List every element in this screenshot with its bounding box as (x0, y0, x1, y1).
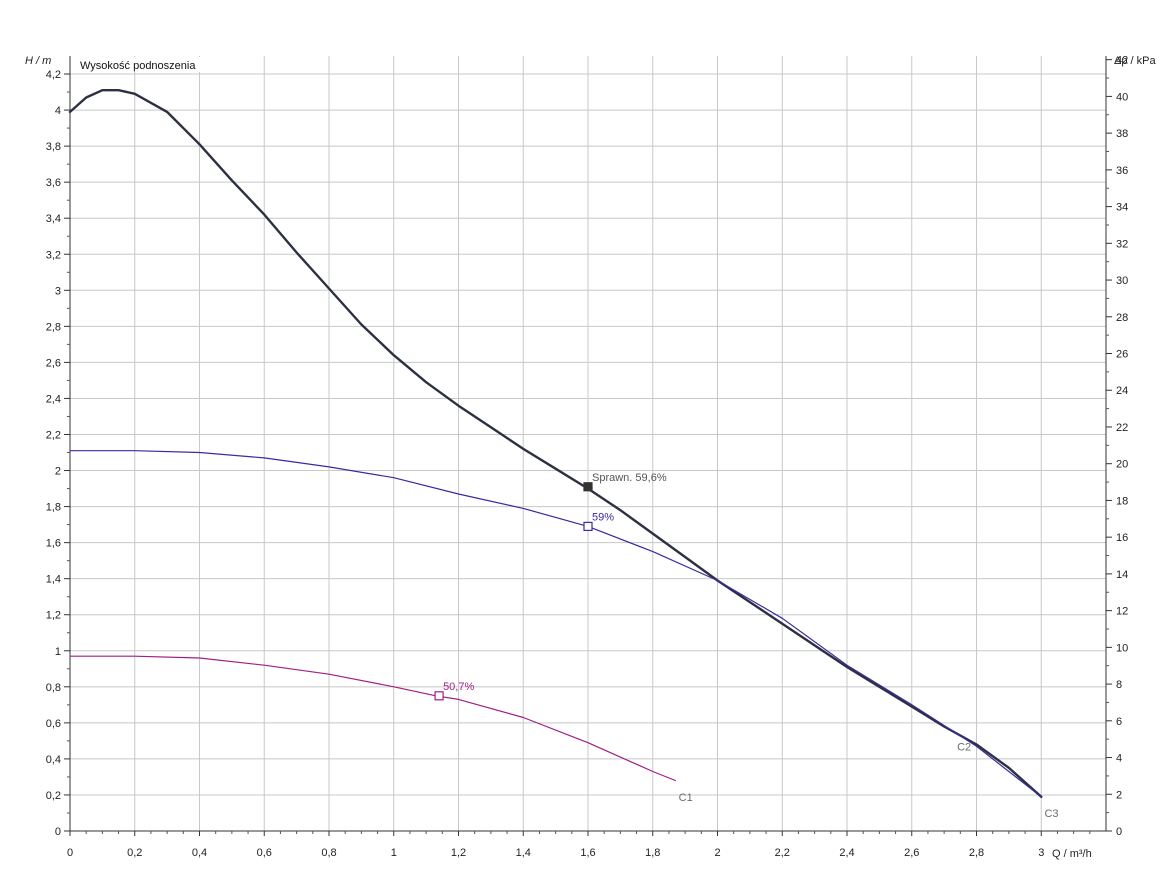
y-tick-label: 2,4 (46, 393, 61, 405)
x-tick-label: 1 (391, 847, 397, 859)
curve-label: C3 (1044, 808, 1058, 820)
curve-labels: C1 C2 C3 (679, 741, 1059, 820)
x-tick-label: 0,6 (257, 847, 272, 859)
y-axis-left-title: H / m (25, 55, 51, 67)
y-axis-right-title: Δp / kPa (1114, 55, 1156, 67)
y-tick-label: 1 (55, 646, 61, 658)
y2-tick-label: 4 (1116, 753, 1122, 765)
x-axis-title: Q / m³/h (1052, 848, 1092, 860)
y-tick-label: 3,2 (46, 249, 61, 261)
y2-tick-label: 40 (1116, 91, 1128, 103)
x-tick-label: 2 (714, 847, 720, 859)
operating-point-label: 59% (592, 511, 614, 523)
y2-tick-label: 32 (1116, 238, 1128, 250)
y-tick-label: 3 (55, 285, 61, 297)
operating-point-markers: Sprawn. 59,6% 59% 50,7% (434, 472, 667, 701)
operating-point-label: 50,7% (443, 681, 474, 693)
y-tick-label: 1,2 (46, 610, 61, 622)
x-axis-ticks: 0 0,2 0,4 0,6 0,8 1 1,2 1,4 1,6 1,8 2 2,2 2,4 2,6 2,8 3 (67, 831, 1091, 859)
y2-tick-label: 8 (1116, 679, 1122, 691)
operating-point-marker (583, 521, 593, 532)
y2-tick-label: 6 (1116, 716, 1122, 728)
y-tick-label: 3,6 (46, 177, 61, 189)
series-line-c1 (69, 655, 677, 782)
curve-label: C2 (957, 741, 971, 753)
y-tick-label: 1,4 (46, 574, 61, 586)
y-tick-label: 3,8 (46, 141, 61, 153)
y2-tick-label: 26 (1116, 349, 1128, 361)
x-tick-label: 1,8 (645, 847, 660, 859)
x-tick-label: 1,4 (516, 847, 531, 859)
x-tick-label: 3 (1038, 847, 1044, 859)
y2-tick-label: 18 (1116, 495, 1128, 507)
x-tick-label: 1,6 (580, 847, 595, 859)
y-tick-label: 2 (55, 466, 61, 478)
y2-tick-label: 12 (1116, 606, 1128, 618)
chart-title: Wysokość podnoszenia (80, 60, 196, 72)
x-tick-label: 2,4 (839, 847, 854, 859)
y2-tick-label: 2 (1116, 789, 1122, 801)
y2-tick-label: 36 (1116, 165, 1128, 177)
y2-tick-label: 10 (1116, 642, 1128, 654)
y-axis-left-ticks: 0 0,2 0,4 0,6 0,8 1 1,2 1,4 1,6 1,8 2 2,2 2,4 2,6 2,8 3… (46, 69, 70, 838)
curve-label: C1 (679, 792, 693, 804)
y2-tick-label: 14 (1116, 569, 1128, 581)
x-tick-label: 0 (67, 847, 73, 859)
operating-point-marker (583, 482, 593, 492)
y-tick-label: 0,2 (46, 790, 61, 802)
y2-tick-label: 34 (1116, 202, 1128, 214)
y-tick-label: 4 (55, 105, 61, 117)
x-tick-label: 0,8 (321, 847, 336, 859)
grid-lines (70, 56, 1107, 831)
y-tick-label: 1,6 (46, 538, 61, 550)
y2-tick-label: 0 (1116, 826, 1122, 838)
y2-tick-label: 22 (1116, 422, 1128, 434)
series-line-c2 (69, 450, 1042, 798)
y-tick-label: 2,2 (46, 429, 61, 441)
y-tick-label: 2,6 (46, 357, 61, 369)
x-tick-label: 2,2 (775, 847, 790, 859)
y2-tick-label: 20 (1116, 459, 1128, 471)
x-tick-label: 0,2 (127, 847, 142, 859)
x-tick-label: 2,8 (969, 847, 984, 859)
x-tick-label: 1,2 (451, 847, 466, 859)
series-line-c3 (68, 88, 1043, 798)
y-tick-label: 3,4 (46, 213, 61, 225)
y2-tick-label: 38 (1116, 128, 1128, 140)
y-tick-label: 0 (55, 826, 61, 838)
operating-point-marker (434, 691, 444, 701)
y-tick-label: 0,8 (46, 682, 61, 694)
x-tick-label: 2,6 (904, 847, 919, 859)
y-tick-label: 1,8 (46, 502, 61, 514)
y2-tick-label: 42 (1116, 55, 1128, 67)
y-tick-label: 0,6 (46, 718, 61, 730)
series-lines (68, 88, 1043, 798)
y2-tick-label: 28 (1116, 312, 1128, 324)
y-tick-label: 2,8 (46, 321, 61, 333)
operating-point-label: Sprawn. 59,6% (592, 472, 667, 484)
y-tick-label: 0,4 (46, 754, 61, 766)
y2-tick-label: 24 (1116, 385, 1128, 397)
title-backdrop (76, 57, 236, 72)
y2-tick-label: 16 (1116, 532, 1128, 544)
y2-tick-label: 30 (1116, 275, 1128, 287)
x-tick-label: 0,4 (192, 847, 207, 859)
y-tick-label: 4,2 (46, 69, 61, 81)
